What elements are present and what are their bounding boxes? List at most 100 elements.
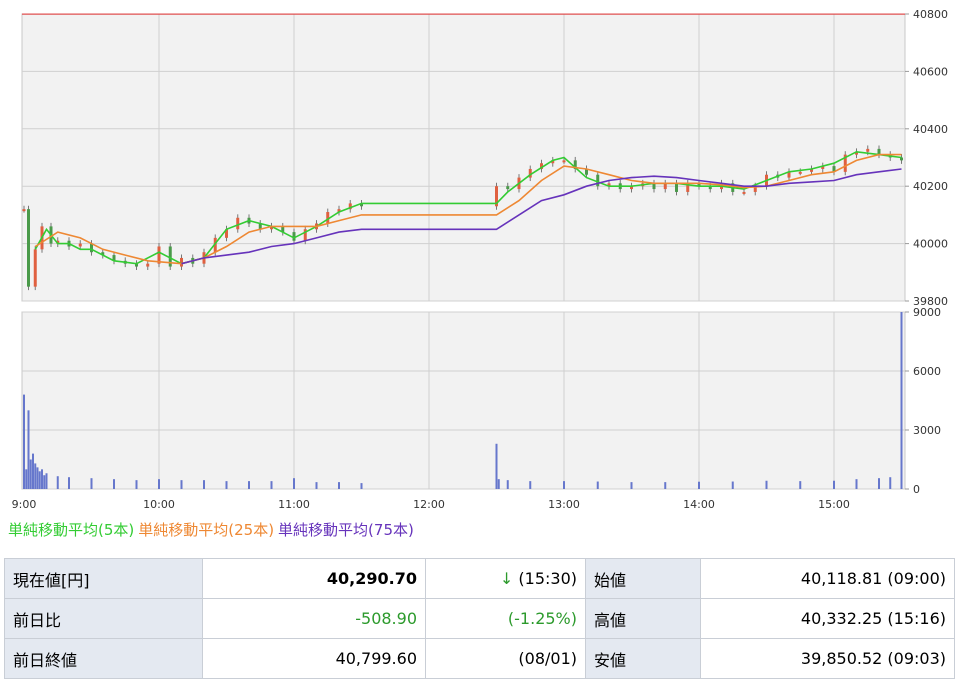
candle-body <box>180 257 183 267</box>
candle-body <box>551 160 555 164</box>
ma-line <box>34 150 902 265</box>
x-tick-label: 9:00 <box>12 498 37 511</box>
volume-tick-label: 9000 <box>913 306 941 319</box>
candle-body <box>281 226 285 233</box>
volume-bar <box>41 469 43 489</box>
candle-body <box>270 226 273 230</box>
candle-body <box>573 160 577 169</box>
volume-bar <box>180 480 183 489</box>
volume-bar <box>43 475 46 489</box>
volume-bar <box>630 482 633 489</box>
volume-bar <box>32 453 34 489</box>
current-price-time: ↓ (15:30) <box>425 558 586 599</box>
legend-ma75: 単純移動平均(75本) <box>278 521 414 539</box>
candle-body <box>675 183 678 192</box>
open-label: 始値 <box>585 558 701 599</box>
volume-bar <box>56 476 59 489</box>
volume-bar <box>731 481 734 489</box>
candle-body <box>652 183 656 190</box>
candle-body <box>798 171 802 174</box>
quote-row-change: 前日比 -508.90 (-1.25%) 高値 40,332.25 (15:16… <box>4 598 955 639</box>
y-tick-label: 39800 <box>913 295 948 308</box>
candle-body <box>810 168 813 172</box>
legend-ma5: 単純移動平均(5本) <box>8 521 135 539</box>
y-tick-label: 40200 <box>913 180 948 193</box>
low-value: 39,850.52 (09:03) <box>700 638 955 679</box>
volume-bar <box>799 481 802 489</box>
candle-body <box>213 237 217 253</box>
x-tick-label: 13:00 <box>548 498 580 511</box>
candle-body <box>225 229 228 238</box>
candle-body <box>787 171 791 178</box>
volume-bar <box>889 477 892 489</box>
candle-body <box>22 209 26 212</box>
volume-bar <box>34 463 37 489</box>
volume-bar <box>765 480 768 489</box>
volume-bar <box>25 469 28 489</box>
candle-body <box>78 243 82 247</box>
ma-line <box>34 153 902 265</box>
x-tick-label: 14:00 <box>683 498 715 511</box>
candle-body <box>708 186 712 190</box>
candle-body <box>528 168 532 178</box>
candle-body <box>292 232 296 241</box>
candle-body <box>562 160 566 163</box>
volume-bar <box>29 459 32 489</box>
volume-bar <box>225 481 228 489</box>
volume-bar <box>698 481 700 489</box>
x-tick-label: 10:00 <box>143 498 175 511</box>
candle-body <box>157 246 161 264</box>
candle-body <box>303 229 307 241</box>
volume-bar <box>27 410 30 489</box>
candle-body <box>337 209 341 213</box>
volume-bar <box>248 481 250 489</box>
y-tick-label: 40400 <box>913 123 948 136</box>
candle-body <box>607 183 611 187</box>
change-percent: (-1.25%) <box>425 598 586 639</box>
quote-row-prev-close: 前日終値 40,799.60 (08/01) 安値 39,850.52 (09:… <box>4 638 955 679</box>
high-label: 高値 <box>585 598 701 639</box>
down-arrow-icon: ↓ <box>499 569 514 588</box>
volume-bar <box>596 481 599 489</box>
candle-body <box>56 240 60 244</box>
x-tick-label: 11:00 <box>278 498 310 511</box>
volume-bar <box>360 483 363 489</box>
volume-bar <box>338 482 340 489</box>
candle-body <box>742 191 746 194</box>
volume-tick-label: 6000 <box>913 365 941 378</box>
high-value: 40,332.25 (15:16) <box>700 598 955 639</box>
change-label: 前日比 <box>4 598 203 639</box>
volume-bar <box>855 479 858 489</box>
low-label: 安値 <box>585 638 701 679</box>
volume-bar <box>563 481 565 489</box>
candle-body <box>843 154 847 172</box>
candle-body <box>168 246 172 267</box>
volume-panel <box>21 311 906 490</box>
candle-body <box>877 148 881 155</box>
candle-body <box>821 166 825 169</box>
ma-line <box>181 168 902 265</box>
y-tick-label: 40800 <box>913 8 948 21</box>
volume-bar <box>664 482 667 489</box>
volume-tick-label: 3000 <box>913 424 941 437</box>
current-price-value: 40,290.70 <box>202 558 426 599</box>
candle-body <box>855 151 858 155</box>
y-tick-label: 40000 <box>913 238 948 251</box>
volume-bar <box>878 478 880 489</box>
volume-bar <box>38 471 41 489</box>
y-tick-label: 40600 <box>913 65 948 78</box>
volume-bar <box>529 481 532 489</box>
quote-row-current: 現在値[円] 40,290.70 ↓ (15:30) 始値 40,118.81 … <box>4 558 955 599</box>
candle-body <box>900 157 903 161</box>
volume-bar <box>68 477 70 489</box>
volume-bar <box>45 473 48 489</box>
volume-bar <box>23 394 25 489</box>
change-value: -508.90 <box>202 598 426 639</box>
x-tick-label: 12:00 <box>413 498 445 511</box>
volume-bar <box>495 443 498 489</box>
volume-bar <box>203 480 205 489</box>
candle-body <box>585 168 588 175</box>
open-value: 40,118.81 (09:00) <box>700 558 955 599</box>
current-price-label: 現在値[円] <box>4 558 203 599</box>
candle-body <box>495 186 498 207</box>
